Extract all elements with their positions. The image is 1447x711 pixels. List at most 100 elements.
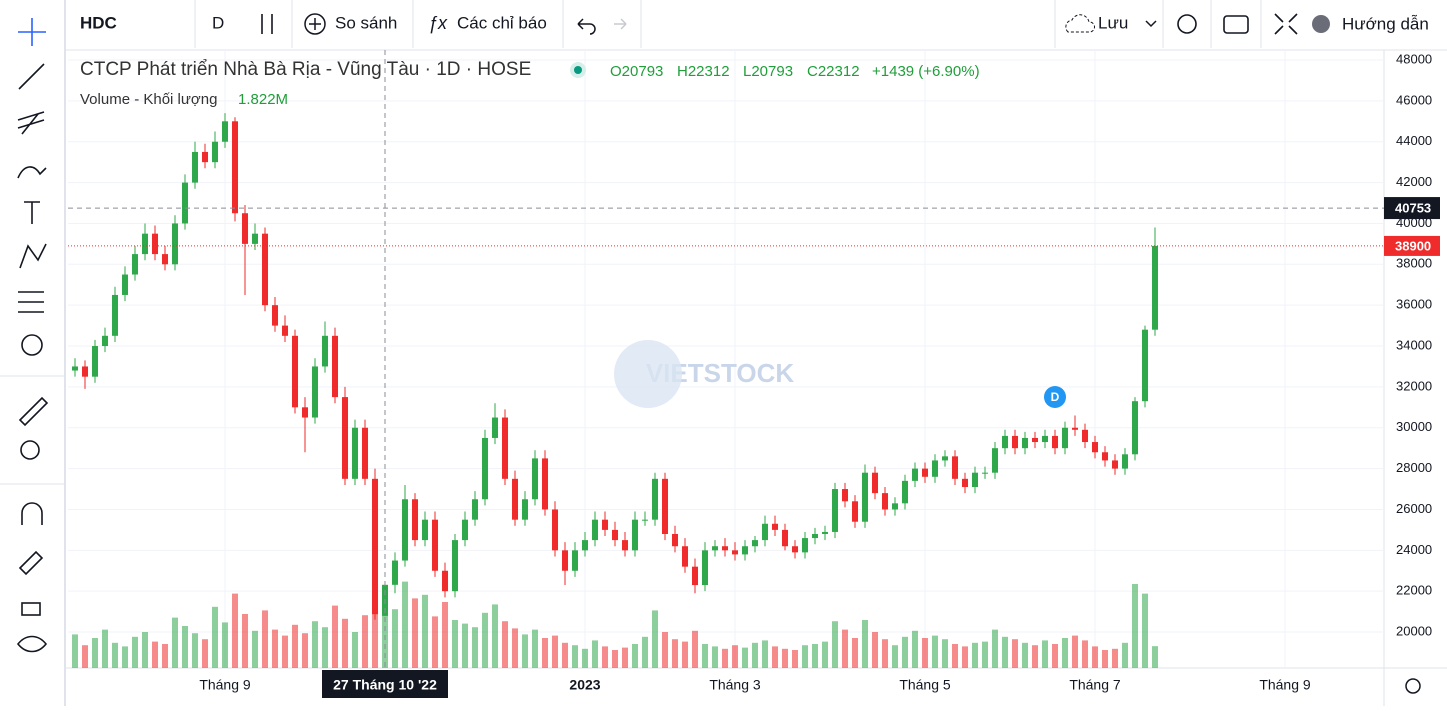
candle-body <box>352 427 358 479</box>
zoom-tool[interactable] <box>20 440 40 460</box>
candle-body <box>962 478 968 487</box>
candle-body <box>502 417 508 479</box>
candle-body <box>312 366 318 418</box>
volume-bar <box>1032 645 1038 668</box>
volume-bar <box>1152 646 1158 668</box>
candle-body <box>92 346 98 377</box>
save-button[interactable]: Lưu <box>1098 13 1128 32</box>
candle-body <box>152 233 158 255</box>
crosshair-tool[interactable] <box>18 18 46 46</box>
volume-bar <box>792 650 798 668</box>
redo[interactable] <box>614 18 627 30</box>
candle-body <box>442 570 448 592</box>
event-marker-bg[interactable] <box>1044 386 1066 408</box>
volume-bar <box>1132 584 1138 668</box>
volume-bar <box>1062 638 1068 668</box>
volume-bar <box>362 615 368 668</box>
candle-body <box>282 325 288 336</box>
volume-bar <box>1142 593 1148 668</box>
volume-bar <box>702 644 708 668</box>
candle-body <box>82 366 88 377</box>
trend-line-tool[interactable] <box>18 63 45 90</box>
help-button[interactable]: Hướng dẫn <box>1342 14 1429 33</box>
save-dropdown[interactable] <box>1145 20 1157 28</box>
volume-bar <box>1042 640 1048 668</box>
volume-bar <box>502 621 508 668</box>
candle-body <box>592 519 598 541</box>
volume-bar <box>322 627 328 668</box>
candle-body <box>362 427 368 479</box>
undo[interactable] <box>577 18 596 35</box>
volume-bar <box>112 642 118 668</box>
candle-body <box>792 546 798 553</box>
volume-bar <box>872 632 878 668</box>
candle-body <box>802 538 808 553</box>
icon-tool[interactable] <box>21 334 43 356</box>
volume-bar <box>162 644 168 668</box>
volume-bar <box>712 646 718 668</box>
volume-bar <box>772 646 778 668</box>
volume-bar <box>652 610 658 668</box>
x-tick-label: Tháng 9 <box>1259 677 1311 693</box>
screenshot[interactable] <box>1223 15 1249 34</box>
volume-bar <box>962 646 968 668</box>
visibility-tool[interactable] <box>16 635 48 653</box>
interval[interactable]: D <box>212 13 224 32</box>
volume-title: Volume - Khối lượng <box>80 91 217 108</box>
candle-body <box>252 233 258 244</box>
volume-bar <box>222 622 228 668</box>
axis-settings[interactable] <box>1405 678 1421 694</box>
candle-body <box>682 546 688 567</box>
left-toolbar[interactable] <box>16 18 49 653</box>
event-marker[interactable]: D <box>1051 390 1060 404</box>
candle-body <box>122 274 128 295</box>
save-icon[interactable] <box>1065 14 1096 33</box>
prediction-tool[interactable] <box>18 291 44 313</box>
candle-body <box>272 305 278 326</box>
brush-tool[interactable] <box>17 166 47 179</box>
x-tick-label: Tháng 7 <box>1069 677 1121 693</box>
pattern-tool[interactable] <box>19 243 47 269</box>
compare-icon[interactable] <box>304 13 326 35</box>
y-tick-label: 44000 <box>1396 133 1432 148</box>
volume-bar <box>462 623 468 668</box>
candle-body <box>922 468 928 477</box>
volume-bar <box>542 638 548 668</box>
y-tick-label: 36000 <box>1396 297 1432 312</box>
candle-body <box>232 121 238 214</box>
candle-body <box>162 254 168 265</box>
volume-bar <box>852 638 858 668</box>
volume-bar <box>472 627 478 668</box>
indicators-icon[interactable]: ƒx <box>428 13 448 33</box>
magnet-tool[interactable] <box>21 502 43 525</box>
candle-body <box>1062 427 1068 449</box>
text-tool[interactable] <box>24 201 40 224</box>
candle-body <box>842 489 848 502</box>
lock-tool[interactable] <box>21 602 41 616</box>
chart-type-icon[interactable] <box>261 14 273 34</box>
compare-button[interactable]: So sánh <box>335 13 397 32</box>
indicators-button[interactable]: Các chỉ báo <box>457 13 547 32</box>
symbol[interactable]: HDC <box>80 13 117 32</box>
volume-bar <box>72 634 78 668</box>
lock-draw-tool[interactable] <box>18 550 44 576</box>
candle-body <box>602 519 608 530</box>
candle-body <box>882 493 888 510</box>
candle-body <box>902 480 908 504</box>
crosshair-date-tag <box>322 670 448 698</box>
volume-bar <box>762 640 768 668</box>
fib-tool[interactable] <box>17 111 45 135</box>
candle-body <box>402 499 408 561</box>
candle-body <box>662 478 668 534</box>
volume-bar <box>432 616 438 668</box>
volume-bar <box>452 620 458 668</box>
settings[interactable] <box>1177 14 1197 34</box>
measure-tool[interactable] <box>18 396 49 427</box>
volume-bar <box>242 614 248 668</box>
help-icon[interactable] <box>1312 15 1330 33</box>
volume-bar <box>412 598 418 668</box>
fullscreen[interactable] <box>1274 13 1298 35</box>
chart-title: CTCP Phát triển Nhà Bà Rịa - Vũng Tàu · … <box>80 59 531 80</box>
volume-bar <box>82 645 88 668</box>
